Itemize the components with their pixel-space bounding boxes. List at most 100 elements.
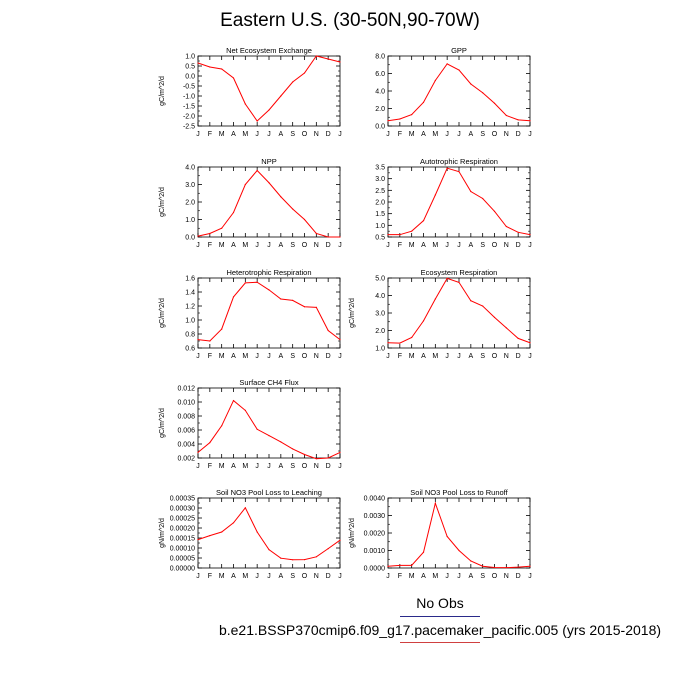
series-line [387,277,531,344]
x-tick-label: J [386,131,390,138]
x-tick-label: F [398,242,402,249]
x-tick-label: D [326,463,331,470]
data-point [339,539,341,541]
y-tick-label: 0.00000 [170,566,195,573]
y-tick-label: 2.0 [375,328,385,335]
x-tick-label: J [267,573,271,580]
x-tick-label: A [231,463,236,470]
data-point [256,169,258,172]
y-axis-label: gN/m^2/d [349,518,356,548]
data-point [303,218,306,221]
x-tick-label: J [445,573,449,580]
x-tick-label: D [516,242,521,249]
y-tick-label: 4.0 [375,293,385,300]
y-axis-label: gC/m^2/d [159,187,166,217]
panel-4: Autotrophic Respiration 3.5 3.0 2.5 2.0 1.5 1.… [375,157,531,249]
y-tick-label: 0.0 [185,235,195,242]
x-tick-label: J [255,242,259,249]
data-point [221,328,223,330]
data-point [482,92,484,94]
x-tick-label: F [208,242,212,249]
x-tick-label: A [421,131,426,138]
data-point [482,197,484,200]
y-tick-label: 3.0 [375,311,385,318]
x-tick-label: S [290,573,295,580]
panel-title: Surface CH4 Flux [239,378,298,387]
data-point [399,564,401,566]
data-point [268,289,270,291]
data-point [292,299,294,301]
x-tick-label: N [314,131,319,138]
data-point [434,502,436,504]
y-tick-label: 1.0 [185,54,195,61]
panel-title: Net Ecosystem Exchange [226,46,312,55]
data-point [244,103,246,105]
y-tick-label: 0.006 [177,428,195,435]
data-point [446,63,448,65]
series-line [197,399,341,460]
y-tick-label: 1.6 [185,276,195,283]
y-tick-label: 0.8 [185,332,195,339]
y-tick-label: 2.0 [375,106,385,113]
page-title: Eastern U.S. (30-50N,90-70W) [220,10,480,31]
data-point [303,559,306,561]
data-point [280,298,282,300]
y-tick-label: 0.5 [185,64,195,71]
series-line [197,55,341,122]
x-tick-label: F [208,131,212,138]
data-point [458,171,460,173]
data-point [422,320,425,322]
y-tick-label: 0.004 [177,442,195,449]
series-line [388,167,531,236]
x-tick-label: M [432,573,438,580]
data-point [517,566,519,568]
x-tick-label: O [302,131,308,138]
x-tick-label: A [231,131,236,138]
x-tick-label: J [267,463,271,470]
data-point [232,211,235,214]
data-point [399,118,401,120]
y-tick-label: -1.5 [183,104,195,111]
x-tick-label: S [290,131,295,138]
plot-frame [197,55,341,127]
x-tick-label: D [516,353,521,360]
data-point [327,58,329,60]
data-point [327,457,329,459]
x-tick-label: A [468,131,473,138]
panel-9: Soil NO3 Pool Loss to Runoff 0.0040 0.0030… [349,488,532,580]
x-tick-label: J [528,353,532,360]
case-line [400,642,480,643]
x-tick-label: A [278,573,283,580]
data-point [221,425,223,427]
plot-frame [197,387,341,459]
data-point [387,234,389,236]
x-tick-label: O [492,131,498,138]
x-tick-label: A [278,463,283,470]
data-point [458,69,460,71]
panel-7: Surface CH4 Flux 0.012 0.010 0.008 0.006 0.00… [159,378,342,470]
data-point [446,167,448,169]
data-point [280,196,282,198]
x-tick-label: J [528,573,532,580]
data-point [482,305,484,307]
data-point [387,120,389,122]
x-tick-label: N [314,463,319,470]
x-tick-label: M [432,131,438,138]
data-point [315,55,317,57]
x-tick-label: J [255,131,259,138]
data-point [446,277,448,279]
x-tick-label: M [409,573,415,580]
data-point [292,208,294,210]
data-point [256,531,258,533]
data-point [303,453,306,456]
x-tick-label: S [480,573,485,580]
y-tick-label: 0.0040 [364,496,386,503]
data-point [268,109,270,111]
x-tick-label: O [302,573,308,580]
data-point [268,435,270,437]
x-tick-label: D [516,131,521,138]
x-tick-label: O [492,242,498,249]
x-tick-label: M [432,242,438,249]
data-point [399,342,401,344]
